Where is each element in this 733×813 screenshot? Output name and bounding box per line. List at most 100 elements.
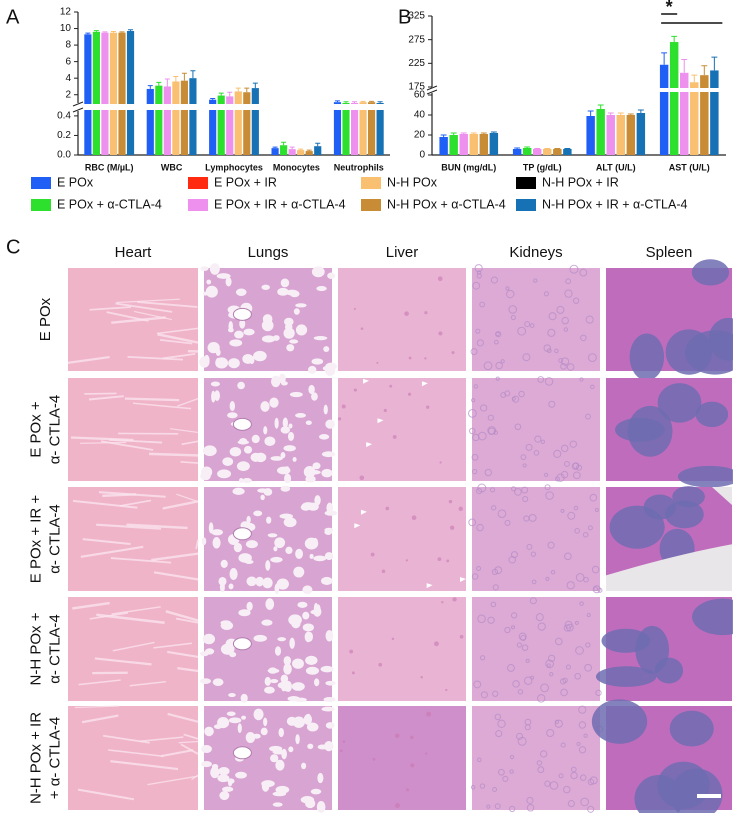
- tubule: [569, 264, 579, 274]
- legend-swatch: [361, 199, 381, 211]
- tubule: [578, 746, 587, 754]
- tissue-fiber: [89, 306, 131, 311]
- alveolus: [202, 633, 216, 645]
- tissue-dot: [410, 763, 415, 768]
- tissue-fiber: [110, 557, 172, 564]
- tubule: [475, 328, 481, 334]
- histology-image: [606, 259, 733, 381]
- alveolus: [270, 556, 283, 563]
- arrow-marker: [360, 509, 367, 515]
- tubule: [574, 528, 581, 534]
- y-tick-label: 175: [408, 82, 425, 93]
- tubule: [487, 414, 494, 421]
- alveolus: [228, 327, 234, 333]
- alveolus: [312, 537, 318, 547]
- alveolus: [317, 772, 324, 784]
- tubule: [548, 400, 556, 408]
- alveolus: [215, 357, 221, 368]
- alveolus: [235, 771, 247, 779]
- white-pulp: [657, 761, 710, 810]
- arrow-marker: [366, 442, 373, 448]
- tubule: [502, 775, 509, 782]
- tubule: [567, 800, 575, 808]
- alveolus: [280, 452, 286, 459]
- row-label: E POx +: [27, 401, 44, 458]
- histology-image: [200, 373, 336, 484]
- alveolus: [269, 745, 283, 752]
- alveolus: [309, 553, 314, 559]
- tubule: [578, 721, 587, 729]
- tubule: [579, 377, 584, 382]
- bar: [439, 137, 448, 155]
- alveolus: [201, 537, 207, 546]
- bar: [226, 96, 234, 155]
- alveolus: [320, 576, 333, 585]
- tubule: [547, 541, 555, 549]
- alveolus: [245, 732, 256, 743]
- error-bar: [93, 30, 99, 32]
- column-header: Lungs: [248, 244, 289, 261]
- legend-label: E POx: [57, 175, 94, 189]
- tubule: [480, 691, 488, 699]
- axis-break-mark: [426, 85, 438, 95]
- bar: [342, 103, 350, 155]
- alveolus: [217, 469, 232, 479]
- alveolus: [245, 540, 258, 549]
- axis-break: [72, 104, 390, 110]
- alveolus: [252, 733, 261, 739]
- tubule: [571, 462, 580, 470]
- bar: [101, 32, 109, 155]
- image-background: [472, 487, 600, 591]
- alveolus: [264, 436, 276, 446]
- image-background: [472, 706, 600, 810]
- tissue-fiber: [124, 397, 180, 402]
- alveolus: [263, 717, 268, 727]
- tissue-fiber: [115, 302, 173, 313]
- alveolus: [322, 366, 331, 371]
- tissue-fiber: [162, 500, 199, 510]
- tubule: [522, 495, 529, 503]
- tubule: [589, 776, 598, 785]
- alveolus: [270, 456, 283, 461]
- row-label: E POx + IR +: [27, 495, 44, 584]
- x-tick-label: RBC (M/µL): [85, 162, 134, 172]
- alveolus: [313, 678, 320, 687]
- error-bar: [369, 100, 375, 103]
- arrow-marker: [459, 576, 466, 582]
- bar: [126, 31, 135, 155]
- error-bar: [156, 81, 162, 86]
- slide-background: [606, 544, 732, 591]
- tubule: [490, 505, 497, 511]
- alveolus: [273, 335, 280, 341]
- white-pulp: [591, 699, 648, 744]
- legend-swatch: [188, 199, 208, 211]
- alveolus: [222, 457, 234, 466]
- error-bar: [334, 100, 340, 103]
- alveolus: [211, 529, 223, 536]
- error-bar: [701, 65, 708, 76]
- tubule: [530, 551, 537, 557]
- tubule: [575, 646, 584, 655]
- tubule: [565, 664, 571, 670]
- alveolus: [239, 478, 244, 483]
- histology-image: [468, 483, 603, 594]
- tubule: [533, 449, 540, 456]
- alveolus: [200, 266, 209, 271]
- bar: [533, 149, 542, 155]
- bar: [449, 135, 458, 155]
- tissue-fiber: [82, 714, 119, 724]
- alveolus: [283, 663, 292, 675]
- error-bar: [85, 32, 91, 35]
- tubule: [560, 444, 569, 453]
- alveolus: [323, 346, 330, 353]
- tissue-dot: [376, 361, 379, 364]
- tubule: [487, 616, 495, 624]
- alveolus: [227, 412, 238, 419]
- tubule: [556, 473, 565, 482]
- tissue-fiber: [180, 743, 199, 755]
- alveolus: [274, 646, 282, 656]
- legend-label: E POx + α-CTLA-4: [57, 197, 162, 211]
- x-tick-label: WBC: [161, 162, 183, 172]
- tissue-dot: [370, 552, 375, 557]
